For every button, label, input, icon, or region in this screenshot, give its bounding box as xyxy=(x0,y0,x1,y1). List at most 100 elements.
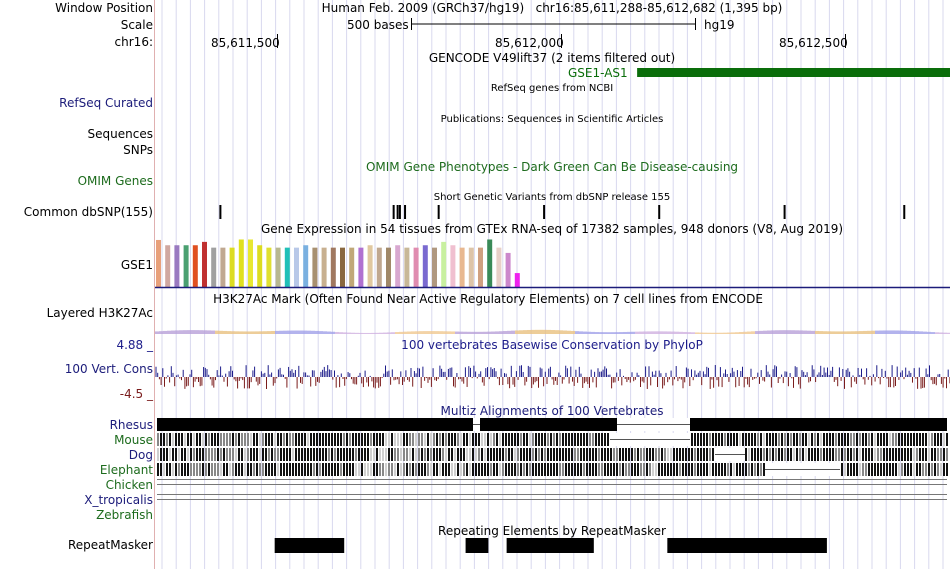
h3k27ac-segment xyxy=(387,332,391,334)
multiz-column xyxy=(943,448,945,461)
h3k27ac-segment xyxy=(643,331,647,334)
multiz-column xyxy=(832,433,834,446)
multiz-column xyxy=(286,448,288,461)
multiz-column xyxy=(664,448,666,461)
track-label-repeatmasker[interactable]: RepeatMasker xyxy=(67,538,153,552)
repeat-element xyxy=(465,538,489,553)
track-label-refseq[interactable]: RefSeq Curated xyxy=(59,96,153,110)
h3k27ac-segment xyxy=(423,331,427,334)
h3k27ac-segment xyxy=(339,332,343,334)
gtex-expression-bars[interactable] xyxy=(155,0,950,300)
multiz-column xyxy=(598,433,600,446)
multiz-column xyxy=(703,433,705,446)
cons-max-value: 4.88 _ xyxy=(116,338,153,352)
track-label-zebrafish[interactable]: Zebrafish xyxy=(96,508,153,522)
multiz-column xyxy=(571,448,573,461)
multiz-column xyxy=(889,448,891,461)
multiz-column xyxy=(235,448,237,461)
multiz-column xyxy=(217,433,219,446)
h3k27ac-segment xyxy=(531,329,535,334)
multiz-column xyxy=(772,448,774,461)
phylop-conservation-plot[interactable] xyxy=(155,0,950,400)
track-label-mouse[interactable]: Mouse xyxy=(114,433,153,447)
h3k27ac-segment xyxy=(255,331,259,334)
multiz-column xyxy=(586,433,588,446)
multiz-column xyxy=(358,463,360,476)
multiz-column xyxy=(796,433,798,446)
multiz-column xyxy=(646,448,648,461)
h3k27ac-segment xyxy=(595,332,599,334)
multiz-column xyxy=(892,463,894,476)
multiz-column xyxy=(658,463,660,476)
multiz-column xyxy=(781,433,783,446)
multiz-column xyxy=(580,433,582,446)
multiz-column xyxy=(562,448,564,461)
multiz-column xyxy=(202,433,204,446)
assembly-position-text: Human Feb. 2009 (GRCh37/hg19) chr16:85,6… xyxy=(322,1,783,15)
multiz-column xyxy=(739,463,741,476)
multiz-column xyxy=(676,463,678,476)
dbsnp-variants[interactable] xyxy=(155,0,950,230)
multiz-column xyxy=(193,448,195,461)
multiz-column xyxy=(604,448,606,461)
multiz-column xyxy=(301,463,303,476)
track-label-dog[interactable]: Dog xyxy=(128,448,153,462)
track-label-dbsnp[interactable]: Common dbSNP(155) xyxy=(23,205,153,219)
multiz-column xyxy=(427,448,429,461)
multiz-column xyxy=(919,463,921,476)
multiz-column xyxy=(838,433,840,446)
h3k27ac-segment xyxy=(539,329,543,334)
multiz-column xyxy=(382,433,384,446)
multiz-column xyxy=(316,433,318,446)
track-label-xtropicalis[interactable]: X_tropicalis xyxy=(84,493,153,507)
h3k27ac-signal[interactable] xyxy=(155,0,950,340)
multiz-column xyxy=(904,433,906,446)
multiz-column xyxy=(238,448,240,461)
track-label-h3k27ac[interactable]: Layered H3K27Ac xyxy=(46,306,153,320)
multiz-column xyxy=(334,433,336,446)
multiz-alignment-blocks[interactable] xyxy=(155,0,950,530)
multiz-column xyxy=(706,433,708,446)
track-label-snps[interactable]: SNPs xyxy=(123,143,153,157)
gtex-bar xyxy=(450,245,456,287)
multiz-column xyxy=(589,433,591,446)
track-label-sequences[interactable]: Sequences xyxy=(87,127,153,141)
track-label-chicken[interactable]: Chicken xyxy=(105,478,153,492)
track-label-vert-cons[interactable]: 100 Vert. Cons xyxy=(64,362,153,376)
gtex-bar xyxy=(294,247,299,287)
multiz-column xyxy=(835,433,837,446)
multiz-column xyxy=(589,463,591,476)
multiz-column xyxy=(163,448,165,461)
multiz-column xyxy=(748,463,750,476)
h3k27ac-segment xyxy=(275,330,279,334)
track-label-elephant[interactable]: Elephant xyxy=(99,463,153,477)
multiz-column xyxy=(178,463,180,476)
repeatmasker-elements[interactable] xyxy=(155,0,950,569)
h3k27ac-segment xyxy=(247,331,251,334)
multiz-column xyxy=(664,463,666,476)
track-label-omim[interactable]: OMIM Genes xyxy=(77,174,153,188)
multiz-column xyxy=(808,433,810,446)
multiz-column xyxy=(589,448,591,461)
multiz-column xyxy=(799,448,801,461)
multiz-column xyxy=(733,463,735,476)
h3k27ac-segment xyxy=(431,331,435,334)
h3k27ac-segment xyxy=(499,331,503,334)
track-image[interactable]: Human Feb. 2009 (GRCh37/hg19) chr16:85,6… xyxy=(155,0,950,569)
multiz-column xyxy=(544,433,546,446)
gencode-gene-feature[interactable] xyxy=(155,0,950,80)
multiz-column xyxy=(298,433,300,446)
multiz-column xyxy=(823,448,825,461)
multiz-column xyxy=(490,463,492,476)
multiz-column xyxy=(667,448,669,461)
multiz-column xyxy=(301,448,303,461)
multiz-column xyxy=(724,433,726,446)
multiz-column xyxy=(325,463,327,476)
gtex-bar xyxy=(459,247,465,287)
multiz-column xyxy=(595,448,597,461)
track-label-gse1[interactable]: GSE1 xyxy=(120,258,153,272)
gencode-gene-label[interactable]: GSE1-AS1 xyxy=(568,66,628,80)
multiz-column xyxy=(361,463,363,476)
multiz-column xyxy=(439,463,441,476)
track-label-rhesus[interactable]: Rhesus xyxy=(109,418,153,432)
